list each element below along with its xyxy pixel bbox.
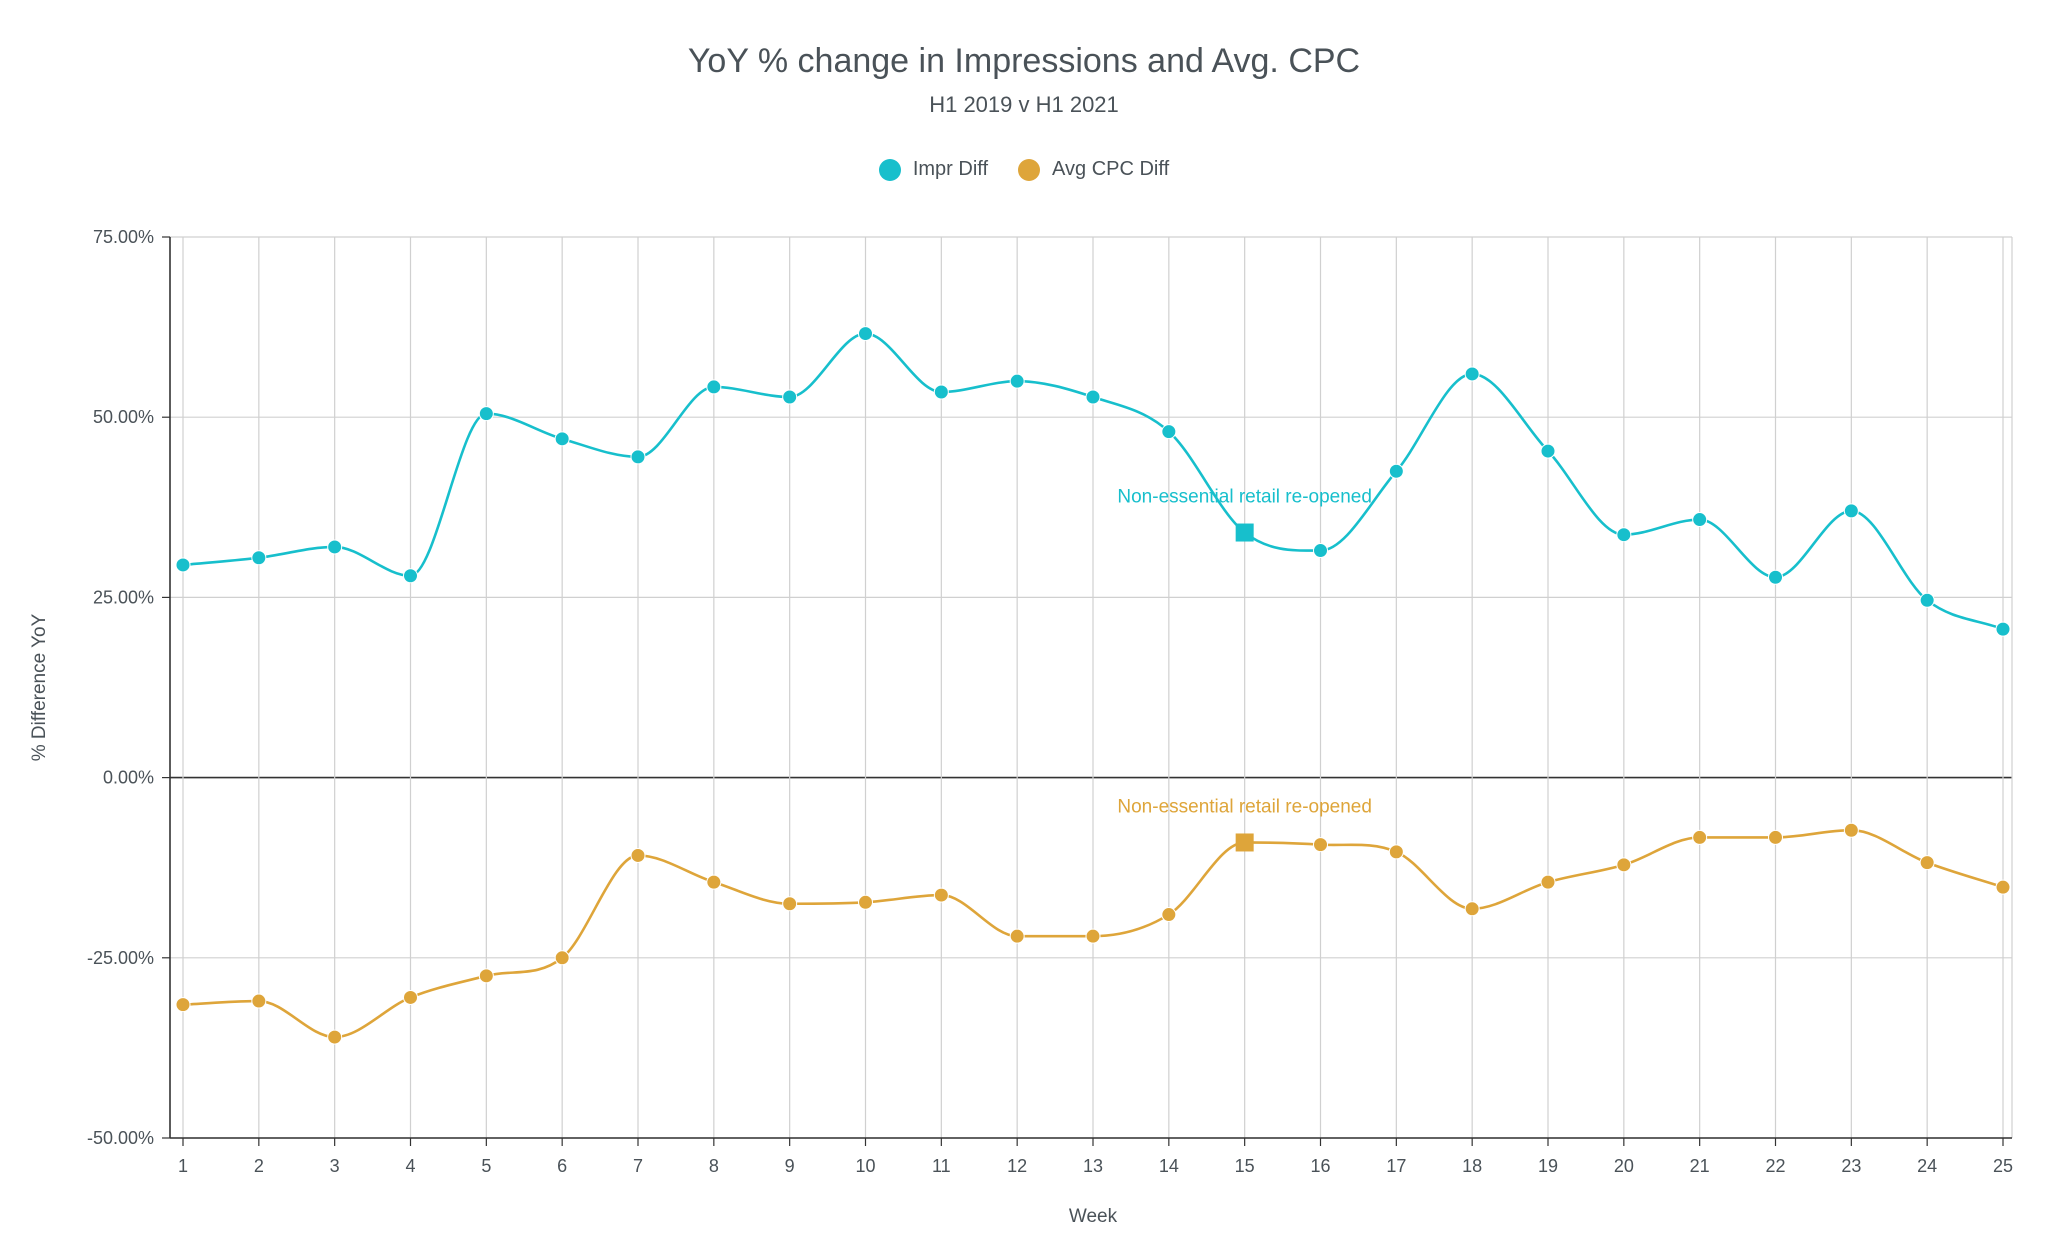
data-point-impr-diff[interactable] <box>858 326 873 342</box>
data-point-impr-diff[interactable] <box>1313 543 1328 559</box>
y-tick-label: -50.00% <box>87 1128 154 1148</box>
data-point-impr-diff[interactable] <box>478 406 494 422</box>
data-point-impr-diff[interactable] <box>630 449 646 465</box>
legend: Impr Diff Avg CPC Diff <box>0 158 2048 181</box>
x-tick-label: 4 <box>405 1156 415 1176</box>
y-tick-label: 50.00% <box>93 407 154 427</box>
annotation-label: Non-essential retail re-opened <box>1117 487 1372 508</box>
x-tick-label: 20 <box>1614 1156 1634 1176</box>
data-point-avg-cpc-diff[interactable] <box>478 968 494 984</box>
data-point-avg-cpc-diff[interactable] <box>1464 901 1480 917</box>
data-point-avg-cpc-diff[interactable] <box>1919 855 1935 871</box>
x-tick-label: 12 <box>1007 1156 1027 1176</box>
x-tick-label: 6 <box>557 1156 567 1176</box>
y-axis-title: % Difference YoY <box>29 613 50 761</box>
x-tick-label: 21 <box>1690 1156 1710 1176</box>
data-point-avg-cpc-diff[interactable] <box>1009 928 1025 944</box>
data-point-impr-diff[interactable] <box>1995 621 2011 637</box>
data-point-avg-cpc-diff[interactable] <box>1161 907 1177 923</box>
annotation-label: Non-essential retail re-opened <box>1117 796 1372 817</box>
x-tick-label: 2 <box>254 1156 264 1176</box>
chart-subtitle: H1 2019 v H1 2021 <box>929 92 1119 117</box>
x-tick-label: 5 <box>481 1156 491 1176</box>
chart-title: YoY % change in Impressions and Avg. CPC <box>687 42 1361 80</box>
data-point-avg-cpc-diff-annotated[interactable] <box>1235 833 1254 852</box>
data-point-impr-diff[interactable] <box>933 384 949 400</box>
data-point-impr-diff[interactable] <box>1388 463 1404 479</box>
x-tick-label: 19 <box>1538 1156 1558 1176</box>
data-point-impr-diff[interactable] <box>1540 443 1556 459</box>
data-point-avg-cpc-diff[interactable] <box>933 887 949 903</box>
data-point-avg-cpc-diff[interactable] <box>1616 857 1632 873</box>
data-point-impr-diff[interactable] <box>706 379 722 395</box>
data-point-avg-cpc-diff[interactable] <box>1313 837 1328 853</box>
data-point-avg-cpc-diff[interactable] <box>1085 928 1101 944</box>
x-tick-label: 11 <box>932 1156 951 1176</box>
data-point-impr-diff[interactable] <box>175 557 191 573</box>
data-point-avg-cpc-diff[interactable] <box>1692 829 1708 845</box>
data-point-impr-diff[interactable] <box>1692 512 1708 528</box>
x-axis-title: Week <box>1069 1206 1118 1227</box>
x-tick-label: 1 <box>178 1156 188 1176</box>
data-point-impr-diff[interactable] <box>782 389 798 405</box>
data-point-avg-cpc-diff[interactable] <box>858 894 873 910</box>
x-tick-label: 23 <box>1841 1156 1861 1176</box>
legend-item-avg-cpc-diff[interactable]: Avg CPC Diff <box>1018 158 1169 181</box>
legend-label-avg-cpc-diff: Avg CPC Diff <box>1052 158 1170 180</box>
x-tick-label: 18 <box>1462 1156 1482 1176</box>
data-point-avg-cpc-diff[interactable] <box>1768 829 1783 845</box>
x-tick-label: 8 <box>709 1156 719 1176</box>
x-tick-label: 25 <box>1993 1156 2013 1176</box>
data-point-avg-cpc-diff[interactable] <box>630 847 646 863</box>
data-point-impr-diff-annotated[interactable] <box>1235 523 1254 542</box>
y-tick-label: 0.00% <box>103 768 154 788</box>
x-tick-label: 17 <box>1386 1156 1406 1176</box>
data-point-impr-diff[interactable] <box>1843 503 1859 519</box>
data-point-impr-diff[interactable] <box>403 568 418 584</box>
data-point-avg-cpc-diff[interactable] <box>251 993 267 1009</box>
data-point-avg-cpc-diff[interactable] <box>403 989 418 1005</box>
data-point-avg-cpc-diff[interactable] <box>1540 874 1556 890</box>
data-point-impr-diff[interactable] <box>1616 527 1632 543</box>
x-tick-label: 7 <box>633 1156 643 1176</box>
data-point-avg-cpc-diff[interactable] <box>1388 844 1404 860</box>
x-tick-label: 22 <box>1765 1156 1785 1176</box>
data-point-impr-diff[interactable] <box>554 431 570 447</box>
legend-marker-avg-cpc-diff <box>1018 158 1041 181</box>
x-tick-label: 15 <box>1235 1156 1255 1176</box>
legend-marker-impr-diff <box>878 158 901 181</box>
data-point-impr-diff[interactable] <box>1161 424 1177 440</box>
x-tick-label: 9 <box>785 1156 795 1176</box>
data-point-impr-diff[interactable] <box>327 539 343 555</box>
data-point-avg-cpc-diff[interactable] <box>175 997 191 1013</box>
data-point-avg-cpc-diff[interactable] <box>706 874 722 890</box>
data-point-impr-diff[interactable] <box>1919 592 1935 608</box>
x-tick-label: 10 <box>855 1156 875 1176</box>
data-point-avg-cpc-diff[interactable] <box>554 950 570 966</box>
legend-item-impr-diff[interactable]: Impr Diff <box>878 158 989 181</box>
x-tick-label: 24 <box>1917 1156 1937 1176</box>
y-tick-label: 75.00% <box>93 227 154 247</box>
data-point-impr-diff[interactable] <box>251 550 267 566</box>
data-point-impr-diff[interactable] <box>1464 366 1480 382</box>
x-tick-label: 3 <box>330 1156 340 1176</box>
data-point-avg-cpc-diff[interactable] <box>327 1029 343 1045</box>
data-point-impr-diff[interactable] <box>1085 389 1101 405</box>
y-tick-label: -25.00% <box>87 948 154 968</box>
data-point-avg-cpc-diff[interactable] <box>782 896 798 912</box>
x-tick-label: 13 <box>1083 1156 1103 1176</box>
legend-label-impr-diff: Impr Diff <box>912 158 989 180</box>
data-point-avg-cpc-diff[interactable] <box>1843 822 1859 838</box>
x-tick-label: 14 <box>1159 1156 1179 1176</box>
data-point-impr-diff[interactable] <box>1768 569 1783 585</box>
x-tick-label: 16 <box>1310 1156 1330 1176</box>
y-tick-label: 25.00% <box>93 587 154 607</box>
data-point-impr-diff[interactable] <box>1009 373 1025 389</box>
data-point-avg-cpc-diff[interactable] <box>1995 879 2011 895</box>
